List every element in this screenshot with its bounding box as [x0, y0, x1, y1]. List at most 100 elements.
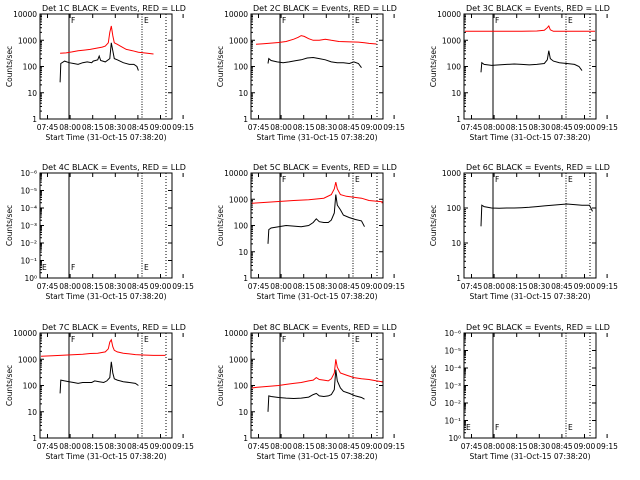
x-tick-label: 08:15	[506, 282, 528, 291]
x-tick-label: 09:15	[596, 442, 618, 451]
x-axis-label: Start Time (31-Oct-15 07:38:20)	[256, 452, 377, 461]
series-line-events	[267, 56, 362, 68]
y-tick-label: 10	[27, 89, 37, 98]
flare-start-marker: F	[71, 335, 75, 344]
x-tick-label: 09:00	[361, 123, 383, 132]
y-tick-label: 10000	[224, 169, 248, 178]
x-tick-label: 09:00	[150, 123, 172, 132]
x-tick-label: 09:00	[150, 442, 172, 451]
y-tick-label: 1	[32, 115, 37, 124]
panel-7: Det 7C BLACK = Events, RED = LLD 1 10 100 10…	[5, 323, 194, 461]
x-tick-label: 08:15	[293, 442, 315, 451]
panel-title: Det 9C BLACK = Events, RED = LLD	[466, 323, 610, 332]
y-tick-label: 10⁰	[448, 434, 461, 443]
x-tick-label: 08:15	[506, 442, 528, 451]
axis-frame	[250, 172, 384, 279]
edge-marker: E	[466, 423, 471, 432]
x-tick-label: 08:00	[483, 282, 505, 291]
y-tick-label: 10⁻⁶	[20, 169, 37, 178]
y-tick-label: 10000	[437, 10, 461, 19]
panel-1: Det 1C BLACK = Events, RED = LLD 1 10 100 10…	[5, 4, 194, 142]
x-tick-label: 08:30	[315, 442, 337, 451]
flare-start-marker: F	[495, 423, 499, 432]
x-tick-label: 07:45	[37, 123, 59, 132]
x-tick-label: 08:30	[315, 123, 337, 132]
panel-5: Det 5C BLACK = Events, RED = LLD 1 10 100 10…	[216, 163, 405, 301]
series-line-lld	[255, 35, 377, 45]
x-tick-label: 08:15	[82, 282, 104, 291]
y-tick-label: 10⁻⁴	[20, 204, 37, 213]
axis-frame	[250, 13, 384, 120]
series-line-events	[267, 194, 365, 244]
y-tick-label: 100	[23, 63, 38, 72]
x-axis-label: Start Time (31-Oct-15 07:38:20)	[256, 292, 377, 301]
x-tick-label: 07:45	[248, 123, 270, 132]
y-axis-label: Counts/sec	[429, 365, 438, 406]
flare-end-marker: E	[144, 335, 149, 344]
y-axis-label: Counts/sec	[5, 46, 14, 87]
y-tick-label: 1000	[18, 355, 37, 364]
x-tick-label: 08:30	[104, 282, 126, 291]
y-tick-label: 100	[23, 382, 38, 391]
x-tick-label: 09:15	[172, 123, 194, 132]
flare-start-marker: F	[495, 16, 499, 25]
flare-end-marker: E	[144, 263, 149, 272]
x-tick-label: 08:00	[59, 282, 81, 291]
x-tick-label: 08:00	[270, 442, 292, 451]
y-tick-label: 10⁻³	[444, 382, 461, 391]
y-tick-label: 10	[238, 89, 248, 98]
x-tick-label: 08:00	[59, 123, 81, 132]
panel-3: Det 3C BLACK = Events, RED = LLD 1 10 100 10…	[429, 4, 618, 142]
x-axis-label: Start Time (31-Oct-15 07:38:20)	[256, 133, 377, 142]
x-tick-label: 07:45	[37, 442, 59, 451]
series-line-lld	[465, 25, 595, 32]
y-tick-label: 10⁻⁵	[20, 187, 37, 196]
x-tick-label: 08:00	[270, 123, 292, 132]
edge-marker: E	[42, 263, 47, 272]
y-axis-label: Counts/sec	[216, 365, 225, 406]
x-tick-label: 09:15	[172, 282, 194, 291]
y-tick-label: 10⁰	[24, 274, 37, 283]
flare-start-marker: F	[495, 175, 499, 184]
y-tick-label: 1000	[442, 169, 461, 178]
x-tick-label: 08:15	[82, 123, 104, 132]
x-tick-label: 08:45	[127, 123, 149, 132]
y-tick-label: 10⁻⁵	[444, 347, 461, 356]
series-line-events	[59, 42, 139, 83]
y-tick-label: 10000	[224, 10, 248, 19]
x-tick-label: 09:00	[150, 282, 172, 291]
x-tick-label: 08:45	[127, 442, 149, 451]
x-tick-label: 08:30	[528, 442, 550, 451]
y-tick-label: 10⁻²	[444, 399, 461, 408]
y-tick-label: 100	[447, 63, 462, 72]
flare-start-marker: F	[282, 175, 286, 184]
series-line-events	[267, 369, 365, 412]
x-tick-label: 08:00	[483, 123, 505, 132]
y-axis-label: Counts/sec	[429, 205, 438, 246]
y-tick-label: 1	[456, 274, 461, 283]
panel-4: Det 4C BLACK = Events, RED = LLD 10⁰ 10⁻¹ 1…	[5, 163, 194, 301]
x-tick-label: 08:45	[338, 282, 360, 291]
panel-9: Det 9C BLACK = Events, RED = LLD 10⁰ 10⁻¹ 1…	[429, 323, 618, 461]
x-axis-label: Start Time (31-Oct-15 07:38:20)	[45, 292, 166, 301]
y-tick-label: 1	[32, 434, 37, 443]
y-tick-label: 10⁻⁴	[444, 364, 461, 373]
x-tick-label: 08:45	[338, 442, 360, 451]
y-tick-label: 10⁻¹	[444, 417, 461, 426]
flare-end-marker: E	[568, 175, 573, 184]
x-tick-label: 08:45	[551, 442, 573, 451]
y-tick-label: 1000	[18, 36, 37, 45]
x-tick-label: 07:45	[461, 282, 483, 291]
y-tick-label: 1	[243, 434, 248, 443]
flare-start-marker: F	[71, 16, 75, 25]
y-tick-label: 10⁻³	[20, 222, 37, 231]
y-tick-label: 10000	[224, 329, 248, 338]
y-tick-label: 1	[243, 115, 248, 124]
x-tick-label: 09:00	[574, 442, 596, 451]
y-axis-label: Counts/sec	[5, 365, 14, 406]
y-tick-label: 10000	[13, 329, 37, 338]
x-tick-label: 09:15	[383, 282, 405, 291]
x-tick-label: 08:00	[270, 282, 292, 291]
